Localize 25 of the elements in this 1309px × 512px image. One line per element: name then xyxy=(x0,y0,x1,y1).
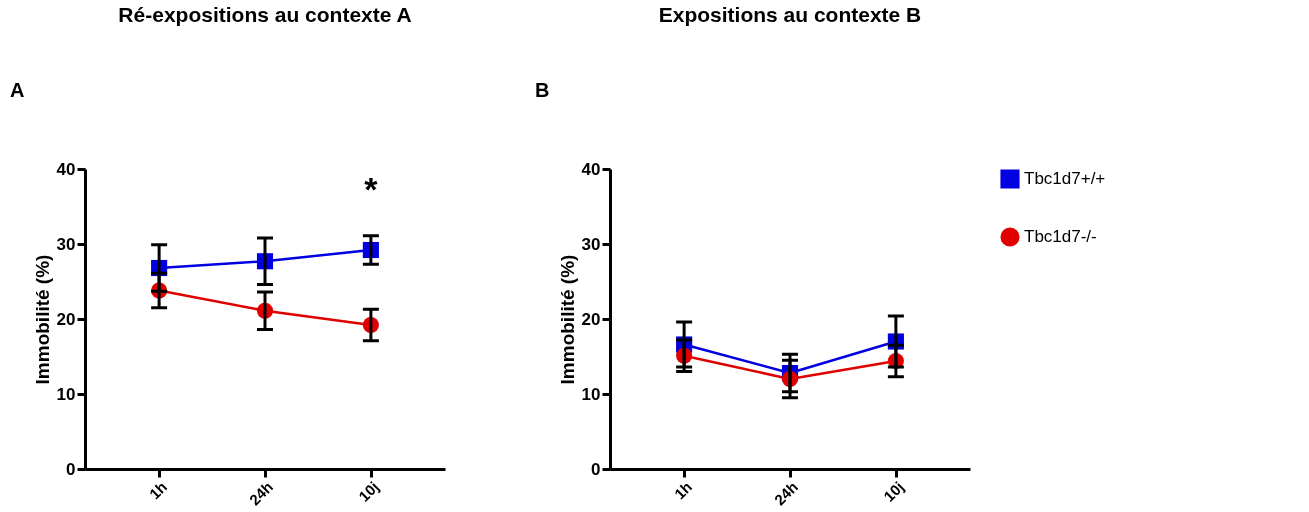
y-tick-label: 10 xyxy=(56,384,76,404)
x-tick-label: 24h xyxy=(770,478,802,509)
y-tick-label: 0 xyxy=(66,459,76,479)
y-tick-label: 20 xyxy=(56,309,76,329)
y-tick-label: 30 xyxy=(581,234,601,254)
annotation: * xyxy=(364,170,379,208)
x-tick-label: 10j xyxy=(880,478,907,505)
text: A xyxy=(10,79,25,101)
y-tick-label: 40 xyxy=(581,159,601,179)
y-axis-title: Immobilité (%) xyxy=(31,254,53,385)
x-tick-label: 1h xyxy=(145,478,171,503)
legend-label: Tbc1d7-/- xyxy=(1024,227,1097,246)
chart-title: Ré-expositions au contexte A xyxy=(118,3,412,26)
y-tick-label: 20 xyxy=(581,309,601,329)
text: B xyxy=(535,79,550,101)
y-tick-label: 0 xyxy=(591,459,601,479)
y-axis-title: Immobilité (%) xyxy=(556,254,578,385)
y-tick-label: 30 xyxy=(56,234,76,254)
x-tick-label: 10j xyxy=(355,478,382,505)
x-tick-label: 24h xyxy=(245,478,277,509)
x-tick-label: 1h xyxy=(670,478,696,503)
legend-label: Tbc1d7+/+ xyxy=(1024,169,1106,188)
y-tick-label: 10 xyxy=(581,384,601,404)
chart-title: Expositions au contexte B xyxy=(658,3,922,26)
y-tick-label: 40 xyxy=(56,159,76,179)
